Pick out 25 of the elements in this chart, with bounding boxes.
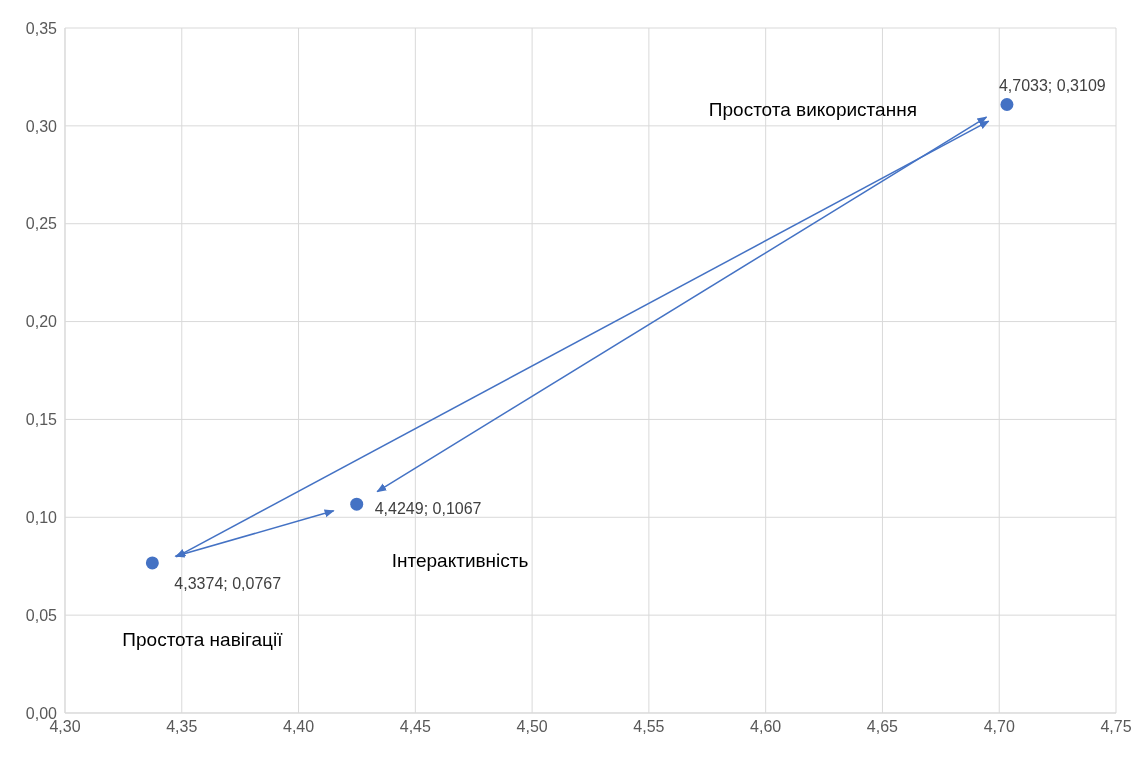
y-tick-label: 0,30 — [25, 117, 58, 135]
x-tick-label: 4,55 — [633, 718, 665, 736]
x-tick-label: 4,65 — [866, 718, 899, 736]
point — [350, 497, 364, 511]
x-tick-label: 4,60 — [750, 718, 782, 736]
annotation: Простота використання — [708, 98, 917, 120]
point — [1000, 98, 1014, 112]
y-tick-label: 0,35 — [25, 19, 58, 37]
x-tick-label: 4,70 — [983, 718, 1015, 736]
x-tick-label: 4,35 — [166, 718, 198, 736]
y-tick-label: 0,15 — [25, 411, 58, 429]
x-tick-label: 4,45 — [399, 718, 432, 736]
x-tick-label: 4,50 — [516, 718, 548, 736]
data-label: 4,7033; 0,3109 — [998, 76, 1106, 94]
data-label: 4,4249; 0,1067 — [374, 500, 482, 518]
data-label: 4,3374; 0,0767 — [174, 575, 282, 593]
y-tick-label: 0,05 — [25, 606, 58, 624]
point — [145, 556, 159, 570]
x-tick-label: 4,40 — [282, 718, 315, 736]
annotation: Інтерактивність — [391, 550, 529, 572]
annotation: Простота навігації — [122, 628, 284, 650]
x-tick-label: 4,75 — [1100, 718, 1131, 736]
y-tick-label: 0,10 — [25, 508, 58, 526]
y-tick-label: 0,25 — [25, 215, 58, 233]
y-tick-label: 0,20 — [25, 313, 58, 331]
